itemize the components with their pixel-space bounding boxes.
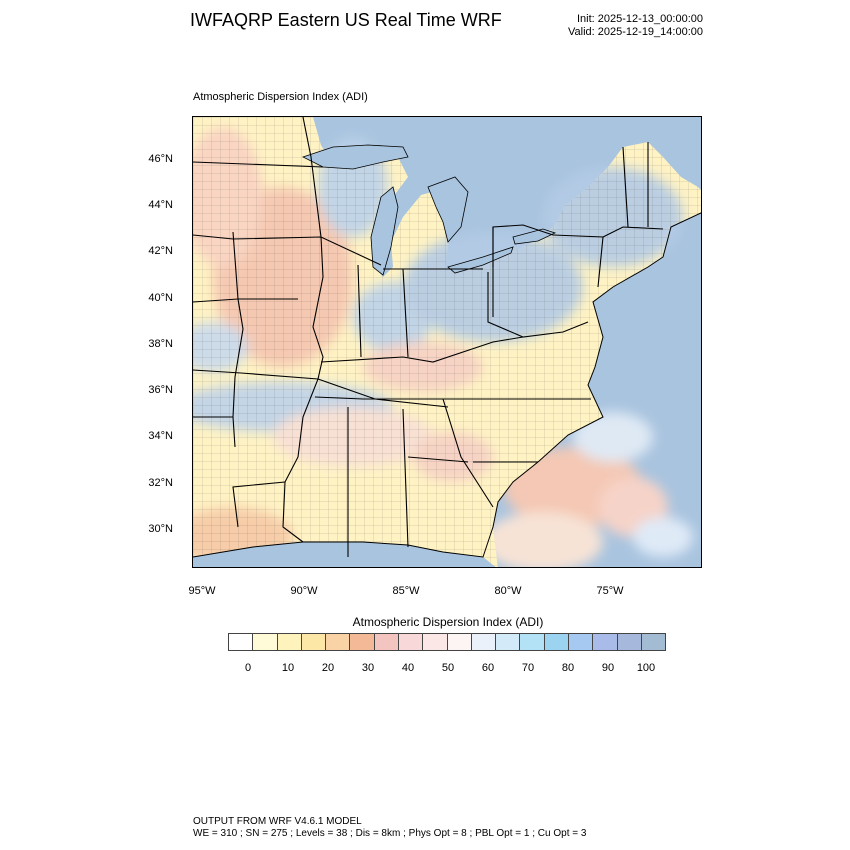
valid-time: Valid: 2025-12-19_14:00:00 [568,26,703,38]
colorbar-tick-label: 20 [321,662,335,674]
colorbar-box [544,634,569,650]
gulf-of-mexico [193,542,496,567]
lat-label: 32°N [148,477,173,489]
lat-label: 30°N [148,523,173,535]
lat-label: 46°N [148,153,173,165]
lake-michigan [370,186,399,276]
colorbar-tick-label: 90 [601,662,615,674]
coastline [193,212,701,558]
colorbar-box [568,634,594,650]
colorbar [228,633,666,651]
colorbar-box [471,634,497,650]
colorbar-box [423,634,448,650]
colorbar-box [326,634,351,650]
lake-erie [447,246,514,274]
colorbar-tick-label: 30 [361,662,375,674]
colorbar-box [277,634,302,650]
colorbar-box [593,634,618,650]
colorbar-box [447,634,472,650]
colorbar-box [350,634,375,650]
colorbar-tick-label: 40 [401,662,415,674]
model-version: OUTPUT FROM WRF V4.6.1 MODEL [193,816,362,827]
model-info: OUTPUT FROM WRF V4.6.1 MODEL WE = 310 ; … [193,816,586,840]
adi-map [193,117,701,567]
colorbar-box [374,634,399,650]
colorbar-box [641,634,666,650]
colorbar-title: Atmospheric Dispersion Index (ADI) [352,615,544,629]
lake-huron [427,176,469,243]
lat-label: 40°N [148,292,173,304]
colorbar-tick-label: 70 [521,662,535,674]
ocean-adi-field [483,412,693,567]
colorbar-box [253,634,278,650]
lon-label: 90°W [290,585,318,597]
colorbar-box [229,634,254,650]
colorbar-box [496,634,521,650]
lon-label: 85°W [392,585,420,597]
colorbar-tick-label: 60 [481,662,495,674]
colorbar-tick-label: 50 [441,662,455,674]
lon-label: 95°W [188,585,216,597]
lat-label: 38°N [148,338,173,350]
colorbar-tick-label: 100 [636,662,656,674]
colorbar-box [617,634,642,650]
lat-label: 36°N [148,384,173,396]
colorbar-box [520,634,545,650]
colorbar-box [398,634,424,650]
lat-label: 44°N [148,199,173,211]
lat-label: 34°N [148,430,173,442]
lon-label: 75°W [596,585,624,597]
map-subtitle: Atmospheric Dispersion Index (ADI) [193,91,368,103]
lon-label: 80°W [494,585,522,597]
lat-label: 42°N [148,245,173,257]
model-config: WE = 310 ; SN = 275 ; Levels = 38 ; Dis … [193,828,587,839]
map-panel [192,116,702,568]
plot-title: IWFAQRP Eastern US Real Time WRF [190,10,502,30]
colorbar-tick-label: 80 [561,662,575,674]
colorbar-tick-label: 10 [281,662,295,674]
colorbar-tick-label: 0 [244,662,252,674]
colorbar-box [301,634,327,650]
lake-superior [301,144,409,170]
init-time: Init: 2025-12-13_00:00:00 [577,13,703,25]
time-info: Init: 2025-12-13_00:00:00 Valid: 2025-12… [520,13,703,39]
state-boundaries [193,117,664,557]
